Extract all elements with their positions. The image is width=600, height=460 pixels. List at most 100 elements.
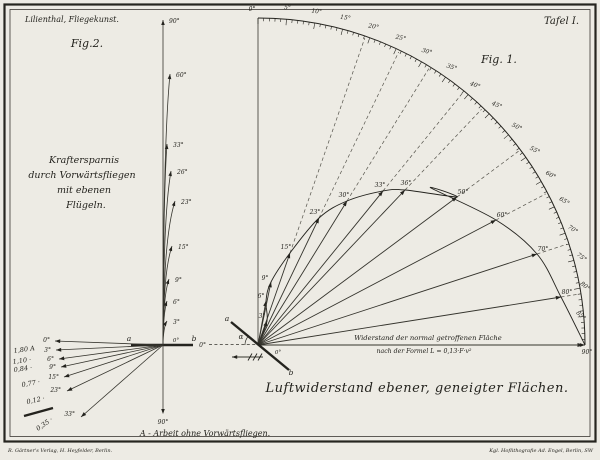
dome-angle-label: 3° [259, 313, 266, 320]
fig2-work-value: 1,80 A [13, 344, 35, 355]
fig2-scale-stroke [23, 406, 54, 418]
fig2-caption-line4: Flügeln. [65, 200, 106, 211]
fig2-work-value: 0,12 · [26, 394, 46, 406]
arc-tick [373, 39, 376, 43]
arc-tick [379, 41, 381, 45]
fig2-up-arrowhead [168, 246, 173, 252]
arc-tick [546, 196, 550, 199]
arc-tick [494, 121, 498, 125]
pressure-vector-arrow-head [400, 190, 405, 196]
arc-tick [482, 109, 486, 113]
fig2-bar-label-b: b [192, 334, 197, 343]
fig1-incline-label-b: b [289, 368, 294, 377]
fig2-up-arrowhead [162, 321, 167, 327]
pressure-vector-arrow [257, 252, 291, 346]
fig2-bottom-note: A - Arbeit ohne Vorwärtsfliegen. [139, 429, 270, 438]
dashed-direction-ray [536, 243, 568, 255]
arc-degree-label: 15° [340, 14, 351, 22]
fig2-glide-arrow-head [64, 373, 70, 378]
fig1-zero-right-label: 0° [275, 350, 281, 356]
pressure-vector-arrow-head [490, 220, 496, 225]
fig2-up-arrowhead [164, 144, 169, 150]
arc-tick [532, 171, 536, 174]
fig2-glide-arrow [60, 344, 164, 368]
arc-degree-label: 85° [575, 310, 588, 322]
fig2-up-arrowhead [163, 301, 168, 307]
arc-tick [457, 87, 460, 90]
arc-tick [498, 125, 502, 129]
arc-degree-label: 10° [311, 8, 322, 16]
arc-tick [574, 287, 581, 290]
fig1-label: Fig. 1. [480, 53, 517, 66]
arc-tick [509, 138, 513, 142]
arc-tick [559, 232, 566, 236]
motion-arrow-hatch [247, 353, 253, 361]
fig2-glide-angle-label: 9° [49, 364, 56, 371]
fig1-zero-left-label: 0° [199, 342, 206, 349]
pressure-vector-arrow [257, 296, 562, 346]
dome-angle-label: 33° [375, 182, 386, 189]
arc-tick [513, 143, 516, 146]
arc-tick [560, 227, 564, 230]
fig1-degree-arc [257, 17, 586, 346]
arc-tick [575, 282, 580, 284]
arc-tick [448, 80, 451, 84]
pressure-vector-arrow-head [531, 253, 537, 258]
dome-angle-label: 6° [258, 293, 265, 300]
fig2-up-angle-label: 15° [178, 244, 189, 251]
fig2-glide-angle-label: 15° [48, 374, 59, 381]
pressure-vector-arrow [257, 190, 384, 346]
fig2-glide-arrow [63, 344, 164, 378]
fig2-caption-line1: Kraftersparnis [48, 155, 119, 166]
arc-tick [319, 23, 321, 28]
arc-tick [555, 216, 560, 219]
arc-tick [393, 48, 397, 55]
pressure-vector-arrow [257, 189, 406, 346]
dome-angle-label: 60° [497, 212, 508, 219]
arc-degree-label: 50° [511, 122, 524, 133]
fig2-up-angle-label: 90° [169, 18, 180, 25]
arc-degree-label: 40° [468, 80, 481, 91]
pressure-vector-arrow-head [315, 218, 319, 224]
diagram-linework: 0° 5° 10° 15° 20° 25° 30° 35° 40° 45° 50° 55° 60° 65°… [12, 4, 592, 432]
fig2-caption-line3: mit ebenen [57, 185, 111, 196]
fig2-bar-label-a: a [127, 334, 131, 343]
fig2-up-arrowhead [168, 171, 172, 177]
motion-arrow-hatch [257, 353, 263, 361]
alpha-angle-arc [244, 336, 249, 346]
arc-tick [438, 73, 442, 77]
fig2-glide-arrow [66, 344, 164, 392]
arc-degree-label: 70° [566, 224, 579, 236]
arc-tick [357, 33, 360, 38]
fig2-glide-arrow-head [56, 347, 62, 352]
dashed-direction-ray [289, 37, 366, 254]
arc-tick [418, 61, 422, 68]
fig2-down-axis-label: 90° [158, 419, 169, 426]
dome-angle-label: 30° [339, 192, 350, 199]
arc-tick [363, 35, 365, 39]
arc-tick [529, 166, 533, 169]
fig2-glide-arrow-head [61, 364, 67, 368]
fig1-axis-caption: Widerstand der normal getroffenen Fläche [354, 334, 502, 342]
arc-degree-label: 60° [544, 170, 557, 181]
arc-tick [404, 53, 407, 57]
arc-tick [519, 152, 523, 155]
arc-degree-label: 55° [528, 145, 541, 156]
frame-inner [9, 9, 591, 437]
arc-tick [313, 22, 316, 29]
arc-tick [347, 30, 349, 34]
arc-degree-label: 65° [558, 196, 571, 208]
arc-tick [330, 26, 332, 30]
fig2-glide-arrow-head [59, 356, 65, 361]
arc-tick [490, 117, 494, 121]
arc-tick [484, 113, 490, 119]
arc-tick [325, 25, 327, 29]
fig2-up-angle-label: 9° [175, 277, 182, 284]
arc-tick [572, 265, 576, 267]
fig2-glide-angle-label: 33° [64, 411, 75, 418]
pressure-vector-arrow-head [451, 197, 457, 202]
arc-tick [535, 176, 539, 179]
fig2-up-angle-label: 23° [180, 199, 192, 206]
